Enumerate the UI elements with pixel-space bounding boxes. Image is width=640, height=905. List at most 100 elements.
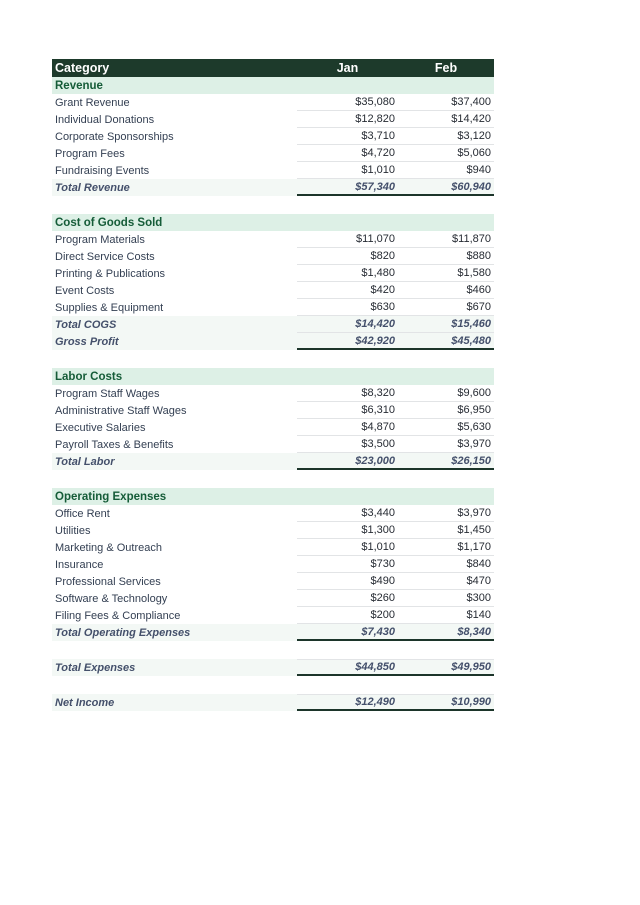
table-row: Software & Technology $260 $300 <box>52 590 494 607</box>
table-row: Marketing & Outreach $1,010 $1,170 <box>52 539 494 556</box>
table-row: Corporate Sponsorships $3,710 $3,120 <box>52 128 494 145</box>
column-header-feb: Feb <box>434 61 458 75</box>
feb-value: $1,170 <box>398 539 494 556</box>
row-label: Executive Salaries <box>55 421 146 434</box>
table-row: Program Staff Wages $8,320 $9,600 <box>52 385 494 402</box>
row-label: Net Income <box>55 696 115 709</box>
section-gap <box>52 196 494 214</box>
row-label: Gross Profit <box>55 335 119 348</box>
row-label: Event Costs <box>55 284 115 297</box>
feb-value: $14,420 <box>398 111 494 128</box>
row-label: Filing Fees & Compliance <box>55 609 181 622</box>
jan-value: $42,920 <box>297 333 398 350</box>
feb-value: $6,950 <box>398 402 494 419</box>
row-label: Utilities <box>55 524 91 537</box>
row-label: Total Operating Expenses <box>55 626 191 639</box>
feb-value: $15,460 <box>398 316 494 333</box>
feb-value: $840 <box>398 556 494 573</box>
table-row: Executive Salaries $4,870 $5,630 <box>52 419 494 436</box>
row-label: Grant Revenue <box>55 96 130 109</box>
table-row: Event Costs $420 $460 <box>52 282 494 299</box>
row-label: Professional Services <box>55 575 161 588</box>
jan-value: $420 <box>297 282 398 299</box>
feb-value: $3,120 <box>398 128 494 145</box>
column-header-jan: Jan <box>336 61 359 75</box>
feb-value: $140 <box>398 607 494 624</box>
feb-value: $1,450 <box>398 522 494 539</box>
jan-value: $12,490 <box>297 694 398 711</box>
jan-value: $1,480 <box>297 265 398 282</box>
financial-statement-table: Category Jan Feb Revenue Grant Revenue $… <box>52 59 494 711</box>
row-label: Program Materials <box>55 233 145 246</box>
row-label: Total COGS <box>55 318 117 331</box>
section-header-cogs: Cost of Goods Sold <box>52 214 494 231</box>
section-title: Cost of Goods Sold <box>55 216 163 229</box>
table-row: Supplies & Equipment $630 $670 <box>52 299 494 316</box>
section-gap <box>52 350 494 368</box>
jan-value: $23,000 <box>297 453 398 470</box>
jan-value: $1,010 <box>297 162 398 179</box>
jan-value: $1,300 <box>297 522 398 539</box>
row-label: Printing & Publications <box>55 267 166 280</box>
feb-value: $3,970 <box>398 436 494 453</box>
column-header-category: Category <box>55 61 110 75</box>
row-label: Individual Donations <box>55 113 155 126</box>
total-row-gross-profit: Gross Profit $42,920 $45,480 <box>52 333 494 350</box>
jan-value: $1,010 <box>297 539 398 556</box>
table-row: Grant Revenue $35,080 $37,400 <box>52 94 494 111</box>
jan-value: $4,870 <box>297 419 398 436</box>
total-row-revenue: Total Revenue $57,340 $60,940 <box>52 179 494 196</box>
feb-value: $670 <box>398 299 494 316</box>
feb-value: $60,940 <box>398 179 494 196</box>
section-gap <box>52 470 494 488</box>
section-header-labor: Labor Costs <box>52 368 494 385</box>
feb-value: $300 <box>398 590 494 607</box>
section-header-revenue: Revenue <box>52 77 494 94</box>
jan-value: $3,710 <box>297 128 398 145</box>
feb-value: $1,580 <box>398 265 494 282</box>
total-row-opex: Total Operating Expenses $7,430 $8,340 <box>52 624 494 641</box>
feb-value: $5,630 <box>398 419 494 436</box>
table-row: Direct Service Costs $820 $880 <box>52 248 494 265</box>
feb-value: $8,340 <box>398 624 494 641</box>
jan-value: $820 <box>297 248 398 265</box>
feb-value: $940 <box>398 162 494 179</box>
total-row-labor: Total Labor $23,000 $26,150 <box>52 453 494 470</box>
feb-value: $470 <box>398 573 494 590</box>
jan-value: $260 <box>297 590 398 607</box>
table-row: Insurance $730 $840 <box>52 556 494 573</box>
jan-value: $3,440 <box>297 505 398 522</box>
jan-value: $44,850 <box>297 659 398 676</box>
table-row: Office Rent $3,440 $3,970 <box>52 505 494 522</box>
feb-value: $460 <box>398 282 494 299</box>
table-row: Fundraising Events $1,010 $940 <box>52 162 494 179</box>
row-label: Software & Technology <box>55 592 168 605</box>
table-header-row: Category Jan Feb <box>52 59 494 77</box>
feb-value: $3,970 <box>398 505 494 522</box>
table-row: Professional Services $490 $470 <box>52 573 494 590</box>
row-label: Fundraising Events <box>55 164 150 177</box>
total-row-expenses: Total Expenses $44,850 $49,950 <box>52 659 494 676</box>
section-title: Labor Costs <box>55 370 123 383</box>
jan-value: $14,420 <box>297 316 398 333</box>
table-row: Administrative Staff Wages $6,310 $6,950 <box>52 402 494 419</box>
feb-value: $5,060 <box>398 145 494 162</box>
table-row: Printing & Publications $1,480 $1,580 <box>52 265 494 282</box>
table-row: Program Materials $11,070 $11,870 <box>52 231 494 248</box>
feb-value: $26,150 <box>398 453 494 470</box>
row-label: Total Labor <box>55 455 115 468</box>
jan-value: $4,720 <box>297 145 398 162</box>
row-label: Program Fees <box>55 147 125 160</box>
feb-value: $880 <box>398 248 494 265</box>
jan-value: $6,310 <box>297 402 398 419</box>
table-row: Individual Donations $12,820 $14,420 <box>52 111 494 128</box>
jan-value: $35,080 <box>297 94 398 111</box>
jan-value: $11,070 <box>297 231 398 248</box>
row-label: Office Rent <box>55 507 110 520</box>
section-gap <box>52 676 494 694</box>
section-title: Revenue <box>55 79 103 92</box>
row-label: Supplies & Equipment <box>55 301 164 314</box>
table-row: Filing Fees & Compliance $200 $140 <box>52 607 494 624</box>
feb-value: $10,990 <box>398 694 494 711</box>
section-gap <box>52 641 494 659</box>
